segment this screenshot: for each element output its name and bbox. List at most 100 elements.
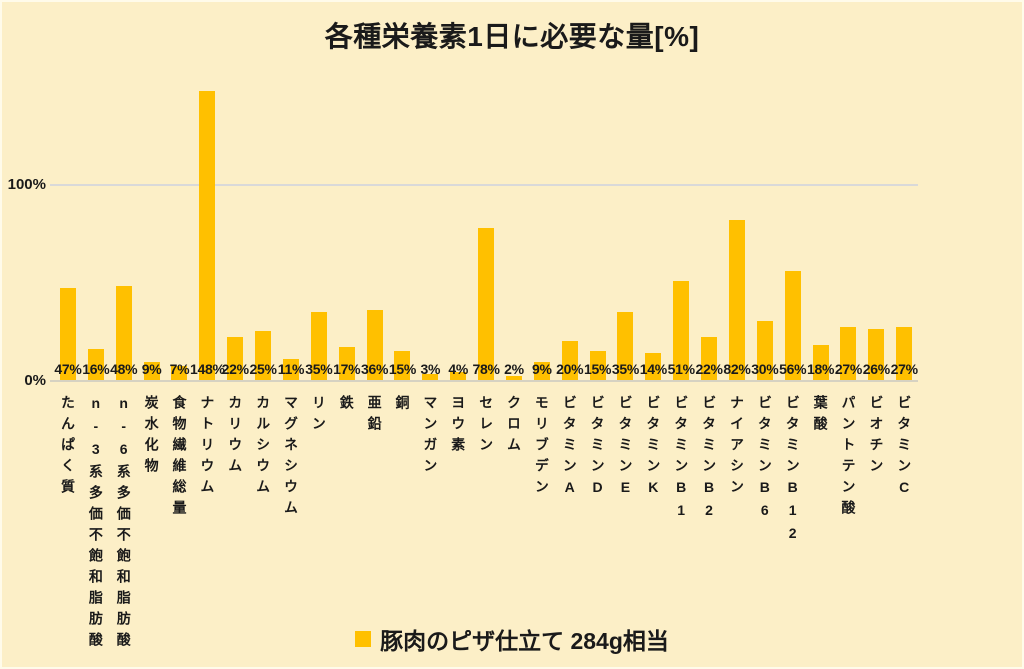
- bar-column: 4% ヨウ素: [444, 185, 472, 458]
- category-label: n-3系多価不飽和脂肪酸: [87, 395, 104, 653]
- bar-column: 16% n-3系多価不飽和脂肪酸: [82, 185, 110, 653]
- category-label: ビオチン: [868, 395, 885, 479]
- category-label: 銅: [394, 395, 411, 416]
- bar: [394, 351, 411, 380]
- bar-column: 17% 鉄: [333, 185, 361, 416]
- category-label: カルシウム: [255, 395, 272, 500]
- bar-value-label: 27%: [834, 361, 862, 377]
- bar-column: 148% ナトリウム: [190, 91, 225, 500]
- category-label: パントテン酸: [840, 395, 857, 521]
- bar: [450, 372, 467, 380]
- bar: [171, 366, 188, 380]
- bar: [812, 345, 829, 380]
- bar: [143, 362, 160, 380]
- bar-column: 27% ビタミンC: [890, 185, 918, 502]
- gridline-100-percent: [50, 184, 918, 186]
- bar-column: 26% ビオチン: [862, 185, 890, 479]
- bar-column: 11% マグネシウム: [277, 185, 305, 521]
- bar: [756, 321, 773, 380]
- bar: [589, 351, 606, 380]
- category-label: モリブデン: [533, 395, 550, 500]
- bar-value-label: 9%: [531, 361, 552, 377]
- bar-value-label: 47%: [54, 361, 82, 377]
- bar-value-label: 25%: [249, 361, 277, 377]
- bar-value-label: 20%: [556, 361, 584, 377]
- bar-value-label: 48%: [110, 361, 138, 377]
- category-label: 炭水化物: [143, 395, 160, 479]
- bar-column: 56% ビタミンB12: [779, 185, 807, 548]
- bar-value-label: 7%: [169, 361, 190, 377]
- bar: [728, 220, 745, 380]
- bar: [478, 228, 495, 380]
- category-label: 鉄: [338, 395, 355, 416]
- bar-value-label: 27%: [890, 361, 918, 377]
- category-label: ビタミンK: [645, 395, 662, 502]
- bar: [87, 349, 104, 380]
- bar-column: 14% ビタミンK: [639, 185, 667, 502]
- bar: [868, 329, 885, 380]
- category-label: 亜鉛: [366, 395, 383, 437]
- y-axis-tick-100: 100%: [7, 176, 46, 193]
- bar: [561, 341, 578, 380]
- bar-value-label: 26%: [862, 361, 890, 377]
- bar-column: 3% マンガン: [416, 185, 444, 479]
- bar-value-label: 148%: [190, 361, 225, 377]
- bar: [227, 337, 244, 380]
- bar-column: 2% クロム: [500, 185, 528, 458]
- bar-column: 51% ビタミンB1: [667, 185, 695, 525]
- category-label: ナイアシン: [728, 395, 745, 500]
- bar: [784, 271, 801, 380]
- bar-column: 22% カリウム: [221, 185, 249, 479]
- bar: [115, 286, 132, 380]
- bar-column: 82% ナイアシン: [723, 185, 751, 500]
- bar-column: 20% ビタミンA: [556, 185, 584, 502]
- bar: [645, 353, 662, 380]
- bar: [255, 331, 272, 380]
- category-label: ビタミンB12: [784, 395, 801, 548]
- bar-column: 47% たんぱく質: [54, 185, 82, 500]
- bar-column: 15% 銅: [388, 185, 417, 416]
- bar-value-label: 18%: [807, 361, 835, 377]
- bar: [673, 281, 690, 380]
- bar: [59, 288, 76, 380]
- bar: [505, 376, 522, 380]
- bar-column: 30% ビタミンB6: [751, 185, 779, 525]
- bar: [282, 359, 299, 380]
- bar: [533, 362, 550, 380]
- bar: [199, 91, 216, 380]
- bar: [366, 310, 383, 380]
- category-label: セレン: [478, 395, 495, 458]
- bar-column: 22% ビタミンB2: [695, 185, 723, 525]
- bar-value-label: 15%: [388, 361, 416, 377]
- category-label: ビタミンA: [561, 395, 578, 502]
- x-axis-line: [50, 380, 918, 382]
- category-label: 食物繊維総量: [171, 395, 188, 521]
- category-label: カリウム: [227, 395, 244, 479]
- bar-column: 15% ビタミンD: [584, 185, 612, 502]
- legend: 豚肉のピザ仕立て 284g相当: [2, 622, 1022, 656]
- bar-column: 35% ビタミンE: [611, 185, 640, 502]
- category-label: 葉酸: [812, 395, 829, 437]
- bar-value-label: 15%: [584, 361, 612, 377]
- bar-value-label: 22%: [695, 361, 723, 377]
- legend-label: 豚肉のピザ仕立て 284g相当: [380, 628, 669, 654]
- category-label: ビタミンC: [896, 395, 913, 502]
- bar-column: 36% 亜鉛: [361, 185, 389, 437]
- y-axis-tick-0: 0%: [24, 372, 46, 389]
- bar-column: 78% セレン: [472, 185, 500, 458]
- bar-value-label: 22%: [221, 361, 249, 377]
- bar-value-label: 82%: [723, 361, 751, 377]
- category-label: マグネシウム: [282, 395, 299, 521]
- chart-title: 各種栄養素1日に必要な量[%]: [324, 21, 700, 52]
- category-label: たんぱく質: [59, 395, 76, 500]
- category-label: ビタミンE: [617, 395, 634, 502]
- category-label: マンガン: [422, 395, 439, 479]
- category-label: ビタミンB2: [701, 395, 718, 525]
- bar-value-label: 35%: [305, 361, 333, 377]
- bar-column: 25% カルシウム: [249, 185, 277, 500]
- plot-area: 47% たんぱく質 16% n-3系多価不飽和脂肪酸 48% n-6系多価不飽和脂肪酸 9%…: [50, 91, 918, 653]
- bar-column: 35% リン: [305, 185, 333, 437]
- legend-swatch-icon: [355, 631, 372, 647]
- bar-value-label: 35%: [611, 361, 639, 377]
